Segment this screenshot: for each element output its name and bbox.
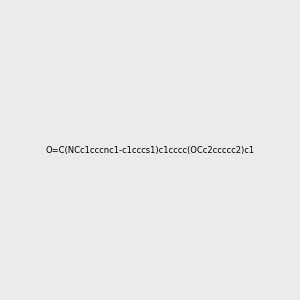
Text: O=C(NCc1cccnc1-c1cccs1)c1cccc(OCc2ccccc2)c1: O=C(NCc1cccnc1-c1cccs1)c1cccc(OCc2ccccc2… <box>45 146 255 154</box>
